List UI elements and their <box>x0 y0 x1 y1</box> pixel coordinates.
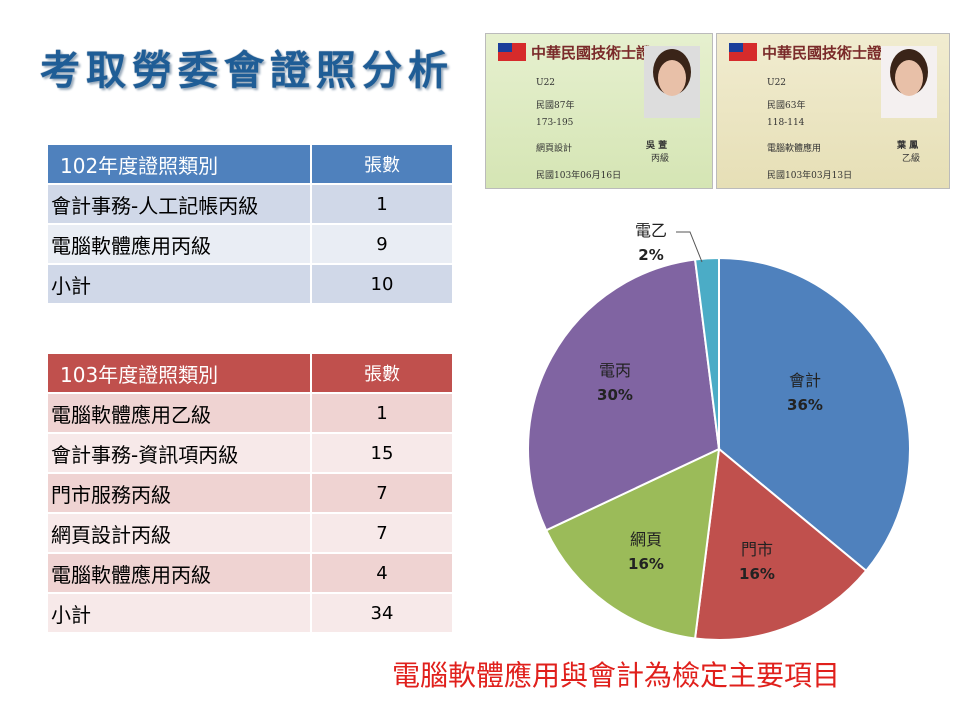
cell-count: 9 <box>310 224 452 265</box>
cell-count: 1 <box>310 184 452 225</box>
photo <box>881 46 937 118</box>
header-count: 張數 <box>310 145 452 185</box>
table-row: 電腦軟體應用丙級 9 <box>48 224 452 265</box>
flag-icon <box>729 43 757 61</box>
table-row: 會計事務-人工記帳丙級 1 <box>48 184 452 225</box>
cell-category: 門市服務丙級 <box>48 473 311 514</box>
cell-category: 電腦軟體應用乙級 <box>48 393 311 434</box>
table-row: 會計事務-資訊項丙級 15 <box>48 433 452 474</box>
card-title: 中華民國技術士證 <box>531 44 652 62</box>
card-birth: 民國63年 <box>767 101 806 111</box>
table-row: 網頁設計丙級 7 <box>48 513 452 554</box>
table-103: 103年度證照類別 張數 電腦軟體應用乙級 1 會計事務-資訊項丙級 15 門市服務丙… <box>48 354 452 634</box>
caption: 電腦軟體應用與會計為檢定主要項目 <box>392 659 841 692</box>
card-job: 電腦軟體應用 <box>767 144 822 154</box>
table-row: 電腦軟體應用丙級 4 <box>48 553 452 594</box>
label-retail: 門市 16% <box>739 540 775 583</box>
header-category: 103年度證照類別 <box>48 354 311 394</box>
table-header: 103年度證照類別 張數 <box>48 354 452 394</box>
cell-category: 網頁設計丙級 <box>48 513 311 554</box>
cell-category: 小計 <box>48 264 311 305</box>
cell-count: 4 <box>310 553 452 594</box>
cell-count: 15 <box>310 433 452 474</box>
card-name: 吳 萱 <box>646 141 668 151</box>
card-date: 民國103年06月16日 <box>536 171 622 181</box>
cell-count: 10 <box>310 264 452 305</box>
card-name: 葉 鳳 <box>897 141 919 151</box>
table-row: 電腦軟體應用乙級 1 <box>48 393 452 434</box>
photo <box>644 46 700 118</box>
card-birth: 民國87年 <box>536 101 575 111</box>
cell-count: 7 <box>310 513 452 554</box>
certificate-image: 中華民國技術士證 U22 民國87年 173-195 網頁設計 吳 萱 丙級 民… <box>485 33 713 189</box>
label-web: 網頁 16% <box>628 530 664 573</box>
cell-count: 1 <box>310 393 452 434</box>
card-id: U22 <box>536 78 556 88</box>
cell-category: 小計 <box>48 593 311 634</box>
label-computer-b: 電乙 2% <box>634 221 667 264</box>
table-row: 小計 10 <box>48 264 452 305</box>
card-job: 網頁設計 <box>536 144 573 154</box>
table-header: 102年度證照類別 張數 <box>48 145 452 185</box>
cell-count: 34 <box>310 593 452 634</box>
cell-category: 電腦軟體應用丙級 <box>48 224 311 265</box>
label-accounting: 會計 36% <box>787 371 823 414</box>
certificate-image: 中華民國技術士證 U22 民國63年 118-114 電腦軟體應用 葉 鳳 乙級… <box>716 33 950 189</box>
cell-count: 7 <box>310 473 452 514</box>
table-row: 小計 34 <box>48 593 452 634</box>
card-id: U22 <box>767 78 787 88</box>
card-level: 乙級 <box>902 154 921 164</box>
pie-slice-4 <box>693 256 720 450</box>
header-count: 張數 <box>310 354 452 394</box>
label-computer-c: 電丙 30% <box>597 361 633 404</box>
table-row: 門市服務丙級 7 <box>48 473 452 514</box>
flag-icon <box>498 43 526 61</box>
cell-category: 會計事務-人工記帳丙級 <box>48 184 311 225</box>
card-cert-no: 173-195 <box>536 118 574 128</box>
header-category: 102年度證照類別 <box>48 145 311 185</box>
table-102: 102年度證照類別 張數 會計事務-人工記帳丙級 1 電腦軟體應用丙級 9 小計 10 <box>48 145 452 305</box>
card-level: 丙級 <box>651 154 670 164</box>
page-title: 考取勞委會證照分析 <box>40 47 454 94</box>
card-title: 中華民國技術士證 <box>762 44 883 62</box>
card-cert-no: 118-114 <box>767 118 805 128</box>
card-date: 民國103年03月13日 <box>767 171 853 181</box>
cell-category: 會計事務-資訊項丙級 <box>48 433 311 474</box>
cell-category: 電腦軟體應用丙級 <box>48 553 311 594</box>
